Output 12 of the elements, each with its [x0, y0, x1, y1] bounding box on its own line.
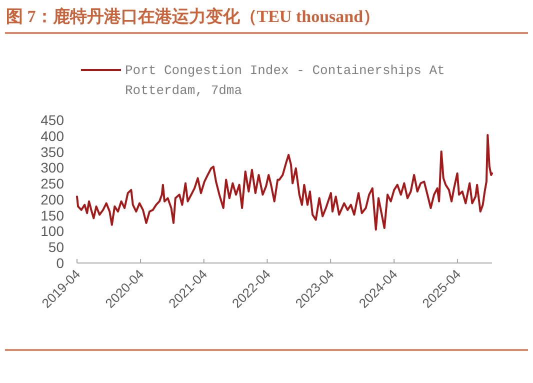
- y-tick-label: 100: [40, 223, 64, 240]
- y-tick-label: 450: [40, 112, 64, 128]
- legend: Port Congestion Index - Containerships At Rotterdam, 7dma: [81, 63, 445, 98]
- y-tick-label: 250: [40, 176, 64, 192]
- y-tick-label: 400: [40, 128, 64, 144]
- y-tick-label: 350: [40, 144, 64, 160]
- y-tick-label: 150: [40, 207, 64, 224]
- y-tick-label: 300: [40, 160, 64, 176]
- y-tick-label: 0: [56, 255, 64, 271]
- y-tick-label: 50: [48, 239, 64, 256]
- chart-title: 图 7：鹿特丹港口在港运力变化（TEU thousand）: [6, 7, 380, 26]
- y-tick-label: 200: [40, 191, 64, 208]
